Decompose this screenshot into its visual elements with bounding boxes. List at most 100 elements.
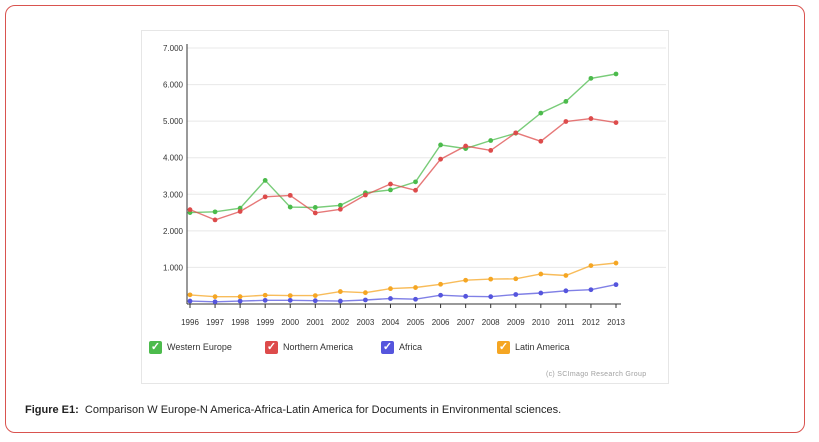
x-tick-label: 2013 (607, 318, 625, 327)
caption-text: Comparison W Europe-N America-Africa-Lat… (84, 404, 562, 416)
data-point (613, 71, 619, 77)
data-point (262, 297, 268, 303)
data-point (388, 187, 393, 193)
data-point (438, 281, 443, 287)
data-point (488, 294, 494, 300)
data-point (488, 276, 494, 282)
y-tick-label: 2.000 (163, 227, 184, 236)
x-tick-label: 2002 (331, 318, 349, 327)
x-tick-label: 2003 (357, 318, 375, 327)
data-point (237, 298, 243, 304)
x-tick-label: 1998 (231, 318, 249, 327)
data-point (563, 273, 569, 278)
data-point (513, 130, 519, 136)
data-point (312, 298, 318, 304)
data-point (337, 202, 343, 208)
y-tick-label: 3.000 (163, 190, 184, 199)
data-point (463, 143, 469, 149)
data-point (212, 294, 218, 300)
data-point (438, 142, 443, 148)
x-tick-label: 2001 (306, 318, 324, 327)
data-point (613, 282, 619, 288)
series-line-0 (189, 73, 617, 214)
data-point (513, 276, 519, 282)
data-point (488, 148, 494, 153)
data-point (438, 156, 443, 162)
data-point (538, 110, 544, 116)
x-tick-label: 2010 (532, 318, 550, 327)
data-point (588, 116, 594, 121)
checkbox-icon: ✓ (265, 340, 278, 354)
data-point (237, 205, 243, 211)
y-tick-label: 4.000 (163, 154, 184, 163)
data-point (513, 292, 519, 297)
y-tick-label: 5.000 (163, 117, 184, 126)
data-point (212, 217, 218, 223)
data-point (613, 260, 619, 266)
data-point (237, 209, 243, 214)
data-point (463, 277, 469, 283)
y-tick-label: 6.000 (163, 81, 184, 90)
x-tick-label: 1999 (256, 318, 274, 327)
x-tick-label: 1996 (181, 318, 199, 327)
data-point (363, 297, 368, 303)
data-point (388, 286, 393, 292)
data-point (187, 292, 193, 298)
legend-label: Africa (399, 342, 423, 352)
y-tick-label: 1.000 (163, 263, 184, 272)
data-point (563, 288, 569, 294)
data-point (337, 289, 343, 294)
data-point (262, 177, 268, 183)
data-point (538, 271, 544, 277)
legend-item-northern-america: ✓ Northern America (265, 340, 353, 354)
data-point (538, 290, 544, 296)
checkbox-icon: ✓ (381, 340, 394, 354)
x-tick-label: 2012 (582, 318, 600, 327)
legend-label: Northern America (283, 342, 354, 352)
x-tick-label: 2006 (432, 318, 450, 327)
series-line-1 (189, 117, 617, 221)
data-point (563, 119, 569, 124)
x-tick-label: 2008 (482, 318, 500, 327)
legend-item-western-europe: ✓ Western Europe (149, 340, 232, 354)
data-point (588, 263, 594, 268)
x-tick-label: 2004 (382, 318, 400, 327)
data-point (212, 299, 218, 305)
data-point (488, 138, 494, 143)
data-point (438, 292, 443, 298)
data-point (312, 210, 318, 216)
data-point (463, 293, 469, 299)
data-point (563, 98, 569, 104)
data-point (337, 206, 343, 212)
x-tick-label: 2007 (457, 318, 475, 327)
data-point (312, 205, 318, 210)
data-point (388, 181, 393, 187)
credit-text: (c) SCImago Research Group (546, 371, 647, 378)
data-point (262, 194, 268, 200)
data-point (413, 296, 418, 302)
data-point (363, 192, 368, 198)
data-point (337, 298, 343, 304)
legend-item-latin-america: ✓ Latin America (497, 340, 570, 354)
x-tick-label: 2005 (407, 318, 425, 327)
series-line-3 (189, 262, 617, 298)
series-line-2 (189, 283, 617, 303)
chart-area (141, 30, 669, 384)
caption-label: Figure E1: (25, 404, 79, 416)
data-point (588, 75, 594, 81)
data-point (613, 120, 619, 126)
x-tick-label: 2000 (281, 318, 299, 327)
data-point (287, 192, 293, 198)
data-point (187, 298, 193, 304)
data-point (237, 294, 243, 300)
x-tick-label: 2009 (507, 318, 525, 327)
y-tick-label: 7.000 (163, 44, 184, 53)
checkbox-icon: ✓ (149, 340, 162, 354)
data-point (212, 209, 218, 215)
figure-caption: Figure E1: Comparison W Europe-N America… (25, 404, 561, 416)
data-point (588, 287, 594, 293)
data-point (413, 179, 418, 185)
data-point (363, 290, 368, 296)
data-point (187, 207, 193, 213)
